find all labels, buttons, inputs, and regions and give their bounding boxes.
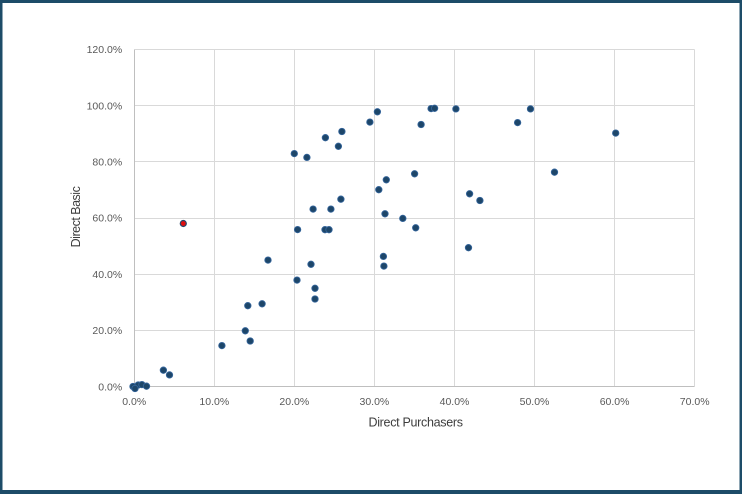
- svg-text:60.0%: 60.0%: [600, 396, 630, 408]
- svg-text:10.0%: 10.0%: [199, 396, 229, 408]
- svg-text:120.0%: 120.0%: [87, 44, 123, 56]
- svg-text:20.0%: 20.0%: [279, 396, 309, 408]
- svg-text:40.0%: 40.0%: [440, 396, 470, 408]
- svg-text:0.0%: 0.0%: [98, 381, 122, 393]
- svg-text:30.0%: 30.0%: [360, 396, 390, 408]
- svg-text:80.0%: 80.0%: [92, 157, 122, 169]
- svg-text:60.0%: 60.0%: [92, 213, 122, 225]
- svg-text:Direct Basic: Direct Basic: [69, 186, 83, 247]
- svg-text:70.0%: 70.0%: [680, 396, 710, 408]
- svg-text:40.0%: 40.0%: [92, 269, 122, 281]
- svg-text:0.0%: 0.0%: [122, 396, 146, 408]
- svg-text:20.0%: 20.0%: [92, 325, 122, 337]
- svg-text:Direct Purchasers: Direct Purchasers: [368, 416, 462, 430]
- svg-text:100.0%: 100.0%: [87, 100, 123, 112]
- svg-text:50.0%: 50.0%: [520, 396, 550, 408]
